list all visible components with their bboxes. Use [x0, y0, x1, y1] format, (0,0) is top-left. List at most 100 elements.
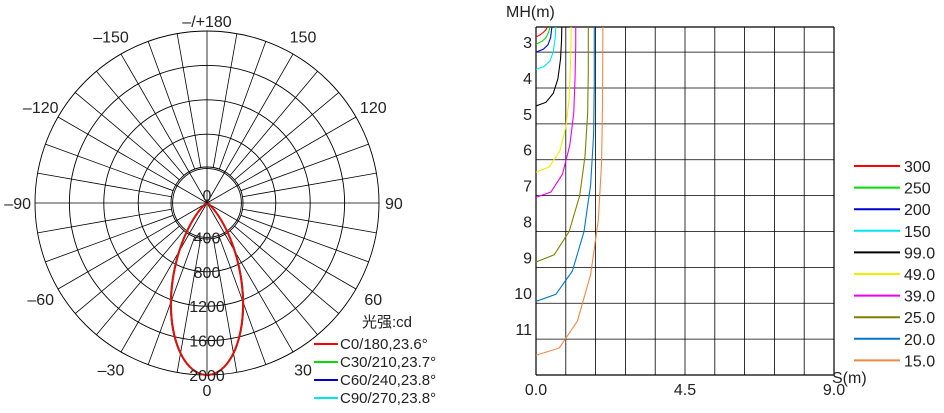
- polar-spoke: [242, 208, 377, 234]
- polar-angle-tick-label: –30: [98, 362, 125, 379]
- polar-grid: [34, 30, 380, 376]
- polar-angle-tick-label: 120: [360, 100, 387, 117]
- illuminance-contour-chart: 3 4 5 6 7 8 9 10 11 0.0 4.5 9.0 MH(m) S(m) 300 250 20…: [506, 4, 935, 399]
- polar-spoke: [96, 70, 185, 176]
- polar-legend-label: C0/180,23.6°: [340, 336, 428, 353]
- isolux-y-tick-label: 5: [523, 107, 532, 124]
- isolux-curve-20.0: [535, 27, 595, 302]
- isolux-legend-label: 250: [904, 181, 931, 198]
- polar-spoke: [74, 225, 180, 314]
- polar-spoke: [120, 202, 208, 353]
- polar-unit-label: 光强:cd: [362, 314, 412, 331]
- isolux-legend-label: 15.0: [904, 353, 935, 370]
- polar-radial-tick-label: 1200: [189, 299, 225, 316]
- isolux-legend-label: 300: [904, 159, 931, 176]
- polar-spoke: [120, 53, 208, 204]
- polar-spoke: [57, 116, 208, 204]
- polar-angle-tick-label: 60: [364, 292, 382, 309]
- polar-angle-tick-label: –150: [93, 30, 129, 47]
- polar-spoke: [229, 70, 318, 176]
- polar-radial-tick-label: 1600: [189, 334, 225, 351]
- polar-legend-label: C30/210,23.7°: [340, 354, 436, 371]
- polar-ring: [103, 99, 311, 307]
- polar-spoke: [176, 33, 202, 168]
- polar-angle-tick-label: 150: [290, 30, 317, 47]
- polar-spoke: [206, 202, 294, 353]
- isolux-legend-label: 20.0: [904, 332, 935, 349]
- isolux-curve-300: [535, 26, 548, 38]
- isolux-y-axis-title: MH(m): [506, 4, 555, 21]
- isolux-legend-label: 99.0: [904, 245, 935, 262]
- isolux-curve-150: [535, 26, 557, 70]
- isolux-curve-250: [535, 26, 551, 45]
- isolux-y-tick-label: 8: [523, 214, 532, 231]
- isolux-legend-label: 49.0: [904, 267, 935, 284]
- polar-spoke: [176, 238, 202, 373]
- polar-angle-tick-label: 30: [294, 362, 312, 379]
- polar-curves: [169, 202, 245, 376]
- polar-ring: [137, 133, 277, 273]
- polar-ring: [68, 64, 346, 342]
- polar-radial-tick-label: 0: [203, 188, 212, 205]
- isolux-curve-99.0: [535, 26, 563, 107]
- polar-labels: 0 30 60 90 120 150 –/+180 –150 –120 –90 –60 –30 0 400…: [4, 14, 403, 400]
- polar-angle-tick-label: –90: [4, 196, 31, 213]
- isolux-curve-39.0: [535, 27, 577, 198]
- isolux-y-tick-label: 9: [523, 250, 532, 267]
- polar-spoke: [234, 225, 340, 314]
- isolux-y-tick-label: 10: [514, 286, 532, 303]
- isolux-legend-label: 200: [904, 202, 931, 219]
- polar-spoke: [218, 41, 267, 170]
- polar-spoke: [206, 116, 357, 204]
- isolux-x-tick-label: 4.5: [674, 382, 696, 399]
- isolux-curve-200: [535, 26, 553, 53]
- isolux-x-axis-title: S(m): [832, 370, 867, 387]
- polar-lobe-C0/180,23.6°: [170, 202, 244, 376]
- isolux-curve-25.0: [535, 27, 589, 263]
- polar-spoke: [206, 53, 294, 204]
- isolux-legend-label: 150: [904, 224, 931, 241]
- polar-angle-tick-label: 90: [385, 196, 403, 213]
- isolux-y-tick-label: 7: [523, 179, 532, 196]
- polar-angle-tick-label: 0: [203, 383, 212, 400]
- isolux-y-tick-label: 11: [515, 322, 532, 339]
- isolux-x-tick-label: 9.0: [823, 382, 845, 399]
- isolux-curve-15.0: [535, 26, 604, 356]
- polar-spoke: [229, 230, 318, 336]
- polar-legend-label: C90/270,23.8°: [340, 390, 436, 407]
- polar-spoke: [212, 33, 238, 168]
- isolux-legend: 300 250 200 150 99.0 49.0 39.0 25.0 20.0 15.0: [854, 159, 935, 370]
- polar-radial-tick-label: 800: [194, 265, 221, 282]
- polar-spoke: [206, 202, 357, 290]
- polar-spoke: [45, 214, 174, 263]
- polar-spoke: [147, 41, 196, 170]
- isolux-axis-labels: 3 4 5 6 7 8 9 10 11 0.0 4.5 9.0: [514, 35, 845, 399]
- polar-spoke: [57, 202, 208, 290]
- isolux-legend-label: 39.0: [904, 289, 935, 306]
- polar-legend: C0/180,23.6°C30/210,23.7°C60/240,23.8°C9…: [314, 336, 436, 407]
- polar-spoke: [96, 230, 185, 336]
- isolux-curves: [535, 26, 604, 356]
- polar-spoke: [240, 214, 369, 263]
- polar-spoke: [234, 92, 340, 181]
- polar-spoke: [240, 143, 369, 192]
- isolux-grid: [535, 26, 835, 376]
- isolux-legend-label: 25.0: [904, 310, 935, 327]
- isolux-y-tick-label: 3: [523, 35, 532, 52]
- polar-inner-ring: [170, 166, 244, 240]
- isolux-curve-49.0: [535, 27, 572, 173]
- polar-angle-tick-label: –120: [23, 100, 59, 117]
- polar-ring: [172, 168, 242, 238]
- isolux-y-tick-label: 6: [523, 143, 532, 160]
- polar-angle-tick-label: –/+180: [182, 14, 231, 31]
- polar-spoke: [37, 208, 172, 234]
- polar-spoke: [242, 172, 377, 198]
- polar-intensity-chart: 0 30 60 90 120 150 –/+180 –150 –120 –90 –60 –30 0 400…: [4, 14, 436, 407]
- polar-spoke: [37, 172, 172, 198]
- polar-legend-label: C60/240,23.8°: [340, 372, 436, 389]
- isolux-x-tick-label: 0.0: [525, 382, 547, 399]
- polar-radial-tick-label: 2000: [189, 368, 225, 385]
- polar-spoke: [74, 92, 180, 181]
- polar-radial-tick-label: 400: [194, 230, 221, 247]
